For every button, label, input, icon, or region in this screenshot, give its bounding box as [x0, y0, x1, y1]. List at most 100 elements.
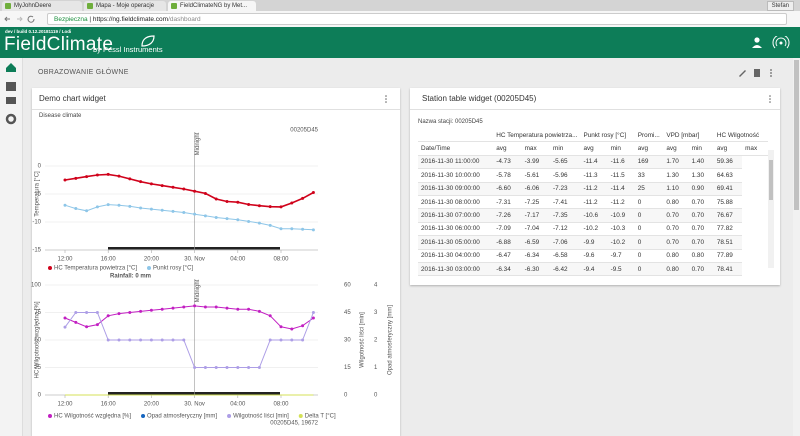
table-cell: 0.70: [663, 208, 689, 223]
user-icon[interactable]: [754, 37, 760, 43]
sidebar-icons[interactable]: [0, 58, 22, 128]
data-point: [279, 325, 283, 329]
forward[interactable]: [17, 16, 23, 22]
axis-title: Wilgotność liści [min]: [360, 312, 366, 368]
table-row: 2016-11-30 09:00:00 -6.60 -6.06 -7.23 -11.2-…: [418, 182, 768, 196]
widget-menu[interactable]: [768, 94, 772, 104]
data-point: [182, 338, 186, 342]
station-icon[interactable]: [779, 41, 783, 45]
night-bar: [108, 247, 280, 250]
table-row: 2016-11-30 07:00:00 -7.26 -7.17 -7.35 -10.6-…: [418, 208, 768, 223]
station-table: HC Temperatura powietrza... Punkt rosy [°…: [418, 129, 768, 277]
reload[interactable]: [27, 15, 35, 23]
build-info: dev / build 0.12.20181119 / Lodi: [5, 29, 72, 34]
app-icons[interactable]: [750, 36, 790, 50]
data-point: [203, 214, 207, 218]
data-point: [95, 173, 99, 177]
table-cell: 78.51: [713, 235, 743, 250]
data-point: [128, 177, 132, 181]
page-scrollbar[interactable]: [793, 58, 800, 436]
table-group-header: HC Wilgotność: [713, 129, 768, 143]
page-actions[interactable]: [737, 68, 779, 78]
data-point: [203, 191, 207, 195]
security: Bezpieczna: [54, 16, 88, 23]
table-column-header: max: [521, 141, 550, 156]
table-cell: -5.61: [521, 168, 550, 183]
data-point: [85, 311, 89, 314]
chart-widget: [32, 88, 400, 436]
tick-label: 30: [344, 338, 351, 344]
data-point: [193, 304, 197, 308]
series-line: [64, 312, 314, 368]
table-column-header: avg: [580, 141, 608, 156]
tick-label: -15: [32, 248, 41, 254]
data-point: [279, 227, 283, 231]
divider: [32, 109, 400, 110]
browser-tab[interactable]: Mapa - Moje operacje: [84, 1, 166, 11]
table-row: 2016-11-30 08:00:00 -7.31 -7.25 -7.41 -11.2-…: [418, 195, 768, 210]
legend-label: HC Temperatura powietrza [°C]: [54, 266, 137, 272]
axis-title: Opad atmosferyczny [mm]: [388, 305, 394, 375]
page-scroll-thumb[interactable]: [794, 60, 799, 210]
data-point: [128, 204, 132, 208]
data-point: [214, 305, 218, 309]
data-point: [139, 338, 143, 342]
data-point: [268, 205, 272, 209]
data-point: [160, 338, 164, 342]
data-point: [182, 187, 186, 191]
data-point: [290, 327, 294, 331]
edit-icon[interactable]: [739, 70, 746, 77]
url-host: https://ng.fieldclimate.com: [92, 16, 169, 23]
nav-buttons[interactable]: [4, 14, 44, 24]
menu-icon[interactable]: [770, 69, 772, 71]
data-point: [203, 366, 207, 369]
table-cell: 0.70: [663, 235, 689, 250]
data-point: [171, 185, 175, 189]
file-icon[interactable]: [754, 69, 760, 77]
widget-menu[interactable]: [384, 94, 388, 104]
legend-marker: [147, 266, 151, 270]
url-box[interactable]: Bezpieczna | https://ng.fieldclimate.com…: [47, 13, 787, 25]
data-point: [225, 306, 229, 310]
data-point: [160, 208, 164, 212]
machines-icon[interactable]: [6, 97, 16, 104]
table-scrollbar[interactable]: [768, 150, 774, 268]
data-point: [301, 227, 305, 231]
data-point: [117, 338, 121, 342]
url-path: /dashboard: [168, 16, 201, 23]
data-point: [106, 172, 110, 176]
home-icon[interactable]: [6, 63, 16, 72]
browser-user[interactable]: Stefan: [766, 1, 794, 11]
data-point: [85, 209, 89, 213]
data-point: [63, 178, 67, 182]
data-point: [139, 206, 143, 210]
table-group-header: Punkt rosy [°C]: [580, 129, 635, 143]
browser-tab[interactable]: MyJohnDeere: [2, 1, 82, 11]
browser-tab[interactable]: FieldClimateNG by Met...: [168, 1, 256, 11]
table-scroll-thumb[interactable]: [769, 160, 773, 200]
table-cell: -7.06: [550, 235, 581, 250]
stats-icon[interactable]: [6, 82, 16, 91]
data-point: [247, 307, 251, 311]
data-point: [193, 366, 197, 369]
table-cell: 1.40: [688, 155, 714, 170]
sidebar: [0, 58, 23, 436]
table-cell: -7.35: [550, 208, 581, 223]
table-cell: 0.90: [688, 182, 714, 196]
rainfall-note: Rainfall: 0 mm: [110, 274, 151, 280]
table-cell: 1.30: [663, 168, 689, 183]
table-cell: 33: [634, 168, 664, 183]
data-point: [236, 307, 240, 311]
table-row: 2016-11-30 04:00:00 -6.47 -6.34 -6.58 -9.6 -9…: [418, 249, 768, 263]
table-cell: -9.5: [607, 262, 635, 277]
annotation: Midnight: [195, 132, 201, 155]
settings-icon[interactable]: [5, 113, 17, 125]
legend-marker: [227, 414, 232, 418]
x-tick-label: 16:00: [101, 402, 117, 408]
series-line: [64, 173, 314, 208]
tick-label: 0: [38, 164, 42, 170]
axis-title: HC Wilgotność względna [%]: [35, 301, 41, 378]
table-cell: -11.2: [580, 182, 608, 196]
back[interactable]: [4, 16, 10, 22]
logo[interactable]: FieldClimate: [4, 34, 114, 55]
